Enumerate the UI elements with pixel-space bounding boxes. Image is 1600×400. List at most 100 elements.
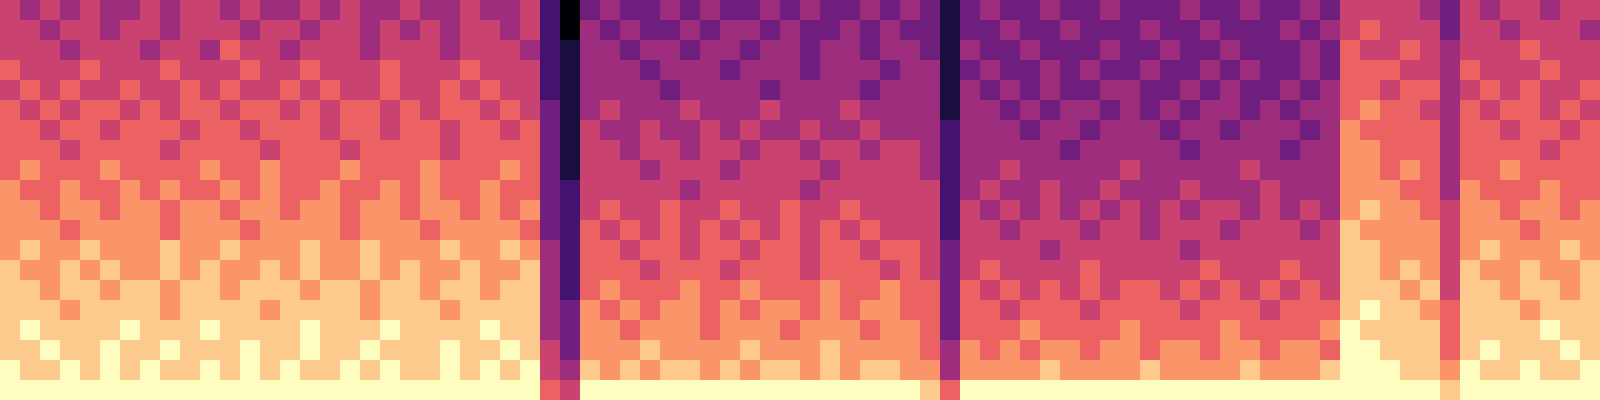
- cell: [480, 220, 501, 241]
- cell: [1360, 20, 1381, 41]
- cell: [400, 340, 421, 361]
- cell: [1420, 80, 1441, 101]
- cell: [1460, 280, 1481, 301]
- cell: [80, 140, 101, 161]
- cell: [720, 40, 741, 61]
- cell: [1020, 140, 1041, 161]
- cell: [980, 280, 1001, 301]
- cell: [1480, 80, 1501, 101]
- cell: [580, 220, 601, 241]
- cell: [820, 380, 841, 400]
- cell: [980, 220, 1001, 241]
- cell: [900, 0, 921, 21]
- cell: [660, 240, 681, 261]
- cell: [1500, 60, 1521, 81]
- cell: [100, 360, 121, 381]
- cell: [680, 260, 701, 281]
- cell: [660, 40, 681, 61]
- cell: [280, 220, 301, 241]
- cell: [220, 360, 241, 381]
- cell: [520, 260, 541, 281]
- cell: [1180, 280, 1201, 301]
- cell: [500, 280, 521, 301]
- cell: [800, 180, 821, 201]
- cell: [1280, 220, 1301, 241]
- cell: [520, 60, 541, 81]
- cell: [240, 240, 261, 261]
- cell: [440, 120, 461, 141]
- cell: [1060, 140, 1081, 161]
- cell: [640, 220, 661, 241]
- cell: [720, 20, 741, 41]
- cell: [1120, 0, 1141, 21]
- cell: [1180, 180, 1201, 201]
- cell: [740, 20, 761, 41]
- cell: [780, 0, 801, 21]
- cell: [580, 160, 601, 181]
- cell: [520, 160, 541, 181]
- cell: [880, 220, 901, 241]
- cell: [420, 220, 441, 241]
- cell: [1460, 300, 1481, 321]
- cell: [1060, 340, 1081, 361]
- cell: [600, 160, 621, 181]
- cell: [800, 40, 821, 61]
- cell: [1520, 260, 1541, 281]
- cell: [660, 220, 681, 241]
- cell: [1200, 220, 1221, 241]
- cell: [580, 280, 601, 301]
- cell: [1300, 220, 1321, 241]
- cell: [360, 140, 381, 161]
- cell: [300, 60, 321, 81]
- cell: [980, 20, 1001, 41]
- cell: [1500, 340, 1521, 361]
- cell: [540, 60, 561, 81]
- cell: [400, 60, 421, 81]
- cell: [460, 120, 481, 141]
- cell: [840, 140, 861, 161]
- cell: [420, 160, 441, 181]
- cell: [1580, 20, 1600, 41]
- cell: [1020, 20, 1041, 41]
- cell: [340, 340, 361, 361]
- cell: [20, 240, 41, 261]
- cell: [540, 280, 561, 301]
- cell: [900, 380, 921, 400]
- cell: [1480, 20, 1501, 41]
- cell: [1540, 140, 1561, 161]
- cell: [560, 380, 581, 400]
- cell: [440, 0, 461, 21]
- cell: [1540, 300, 1561, 321]
- cell: [400, 240, 421, 261]
- cell: [1240, 340, 1261, 361]
- cell: [1320, 280, 1341, 301]
- cell: [1200, 180, 1221, 201]
- cell: [800, 340, 821, 361]
- cell: [740, 80, 761, 101]
- cell: [20, 160, 41, 181]
- cell: [540, 100, 561, 121]
- cell: [120, 100, 141, 121]
- cell: [400, 260, 421, 281]
- cell: [220, 160, 241, 181]
- cell: [80, 60, 101, 81]
- cell: [1280, 100, 1301, 121]
- cell: [860, 20, 881, 41]
- cell: [1040, 200, 1061, 221]
- cell: [540, 340, 561, 361]
- cell: [820, 320, 841, 341]
- cell: [1100, 360, 1121, 381]
- cell: [800, 140, 821, 161]
- cell: [1360, 260, 1381, 281]
- cell: [1400, 80, 1421, 101]
- cell: [540, 200, 561, 221]
- cell: [120, 260, 141, 281]
- cell: [1040, 320, 1061, 341]
- cell: [1560, 60, 1581, 81]
- cell: [980, 360, 1001, 381]
- cell: [1140, 60, 1161, 81]
- cell: [1080, 260, 1101, 281]
- cell: [120, 180, 141, 201]
- cell: [1100, 320, 1121, 341]
- cell: [1400, 220, 1421, 241]
